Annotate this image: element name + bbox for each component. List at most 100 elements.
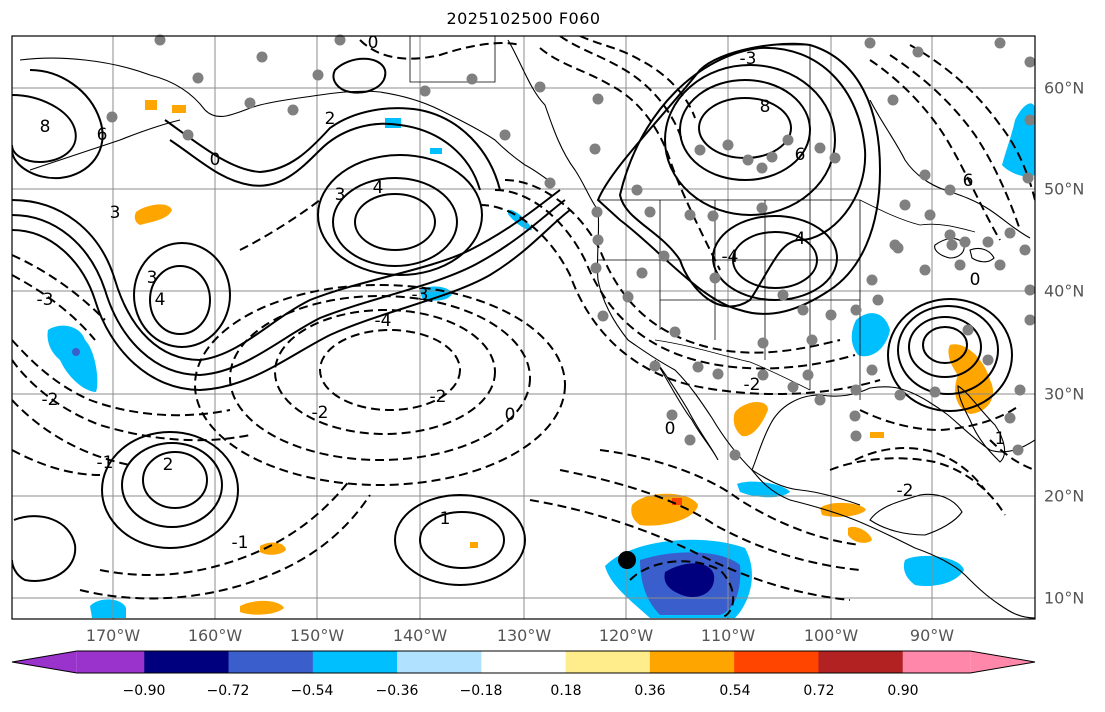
baja-california <box>654 359 719 461</box>
station-marker <box>757 337 769 349</box>
station-marker <box>192 72 204 84</box>
colorbar-arrow-right <box>970 651 1035 673</box>
colorbar-swatch <box>397 651 482 673</box>
station-marker <box>106 111 118 123</box>
negative-anomaly-region <box>47 325 98 392</box>
station-markers <box>106 34 1036 461</box>
positive-anomaly-region <box>870 432 884 438</box>
lat-label: 20°N <box>1044 486 1085 506</box>
station-marker <box>644 206 656 218</box>
station-marker <box>959 236 971 248</box>
great-lakes <box>969 247 995 263</box>
station-marker <box>544 177 556 189</box>
station-marker <box>1014 384 1026 396</box>
station-marker <box>782 134 794 146</box>
station-marker <box>899 199 911 211</box>
lat-label: 40°N <box>1044 281 1085 301</box>
station-marker <box>499 129 511 141</box>
station-marker <box>849 410 861 422</box>
contour-label: 6 <box>963 171 974 191</box>
positive-anomaly-region <box>733 401 768 437</box>
lon-label: 90°W <box>909 626 955 645</box>
contour-label: -2 <box>897 481 914 501</box>
contour-label: -3 <box>37 290 54 310</box>
station-marker <box>866 274 878 286</box>
station-marker <box>994 259 1006 271</box>
colorbar-swatch <box>565 651 651 673</box>
colorbar-swatch <box>312 651 398 673</box>
station-marker <box>722 139 734 151</box>
station-marker <box>757 369 769 381</box>
positive-anomaly-region <box>470 542 478 548</box>
station-marker <box>872 294 884 306</box>
contour-label: 3 <box>147 268 158 288</box>
alaska-coast <box>19 57 556 186</box>
contour-label: -2 <box>312 403 329 423</box>
station-marker <box>814 394 826 406</box>
map-frame <box>11 35 1036 620</box>
station-marker <box>244 97 256 109</box>
contour-label: 8 <box>760 97 771 117</box>
station-marker <box>919 169 931 181</box>
station-marker <box>962 324 974 336</box>
lon-label: 100°W <box>803 626 859 645</box>
contour-label: -3 <box>412 285 429 305</box>
colorbar-swatch <box>144 651 230 673</box>
lon-label: 120°W <box>598 626 654 645</box>
colorbar <box>11 650 1036 674</box>
colorbar-swatch <box>902 651 971 673</box>
station-marker <box>1024 314 1036 326</box>
contour-label: 1 <box>440 509 451 529</box>
station-marker <box>756 162 768 174</box>
colorbar-tick: −0.90 <box>122 683 166 699</box>
station-marker <box>944 229 956 241</box>
florida <box>957 385 1006 463</box>
positive-anomaly-region <box>240 600 284 615</box>
station-marker <box>592 234 604 246</box>
colorbar-swatch <box>481 651 567 673</box>
station-marker <box>864 37 876 49</box>
negative-anomaly-region <box>1002 103 1035 177</box>
station-marker <box>994 37 1006 49</box>
contour-label: -3 <box>740 49 757 69</box>
contour-label: 0 <box>970 270 981 290</box>
station-marker <box>1022 172 1034 184</box>
station-marker <box>894 389 906 401</box>
contour-label: 6 <box>97 125 108 145</box>
positive-contours <box>12 42 1013 586</box>
contour-label: 0 <box>505 405 516 425</box>
station-marker <box>1012 444 1024 456</box>
contour-label: -2 <box>744 375 761 395</box>
station-marker <box>892 242 904 254</box>
central-america-coast <box>751 469 861 506</box>
station-marker <box>929 386 941 398</box>
station-marker <box>802 369 814 381</box>
contour-label: 0 <box>665 419 676 439</box>
station-marker <box>825 309 837 321</box>
lon-label: 160°W <box>187 626 243 645</box>
station-marker <box>887 94 899 106</box>
lon-label: 110°W <box>700 626 756 645</box>
colorbar-swatch <box>228 651 314 673</box>
positive-anomaly-region <box>848 526 872 543</box>
contour-label: 1 <box>995 429 1006 449</box>
lon-label: 170°W <box>85 626 141 645</box>
lat-label: 60°N <box>1044 78 1085 98</box>
colorbar-swatch <box>76 651 146 673</box>
station-marker <box>649 360 661 372</box>
contour-label: 8 <box>40 117 51 137</box>
station-marker <box>534 81 546 93</box>
contour-label: 2 <box>325 109 336 129</box>
station-marker <box>631 184 643 196</box>
contour-label: -1 <box>97 453 114 473</box>
selected-point-marker[interactable] <box>618 551 636 569</box>
contour-label: -4 <box>375 311 392 331</box>
negative-anomaly-region <box>737 481 790 498</box>
station-marker <box>666 409 678 421</box>
station-marker <box>829 152 841 164</box>
colorbar-tick: −0.54 <box>290 683 334 699</box>
colorbar-tick: 0.36 <box>634 683 666 699</box>
colorbar-tick: −0.36 <box>375 683 419 699</box>
station-marker <box>1004 227 1016 239</box>
